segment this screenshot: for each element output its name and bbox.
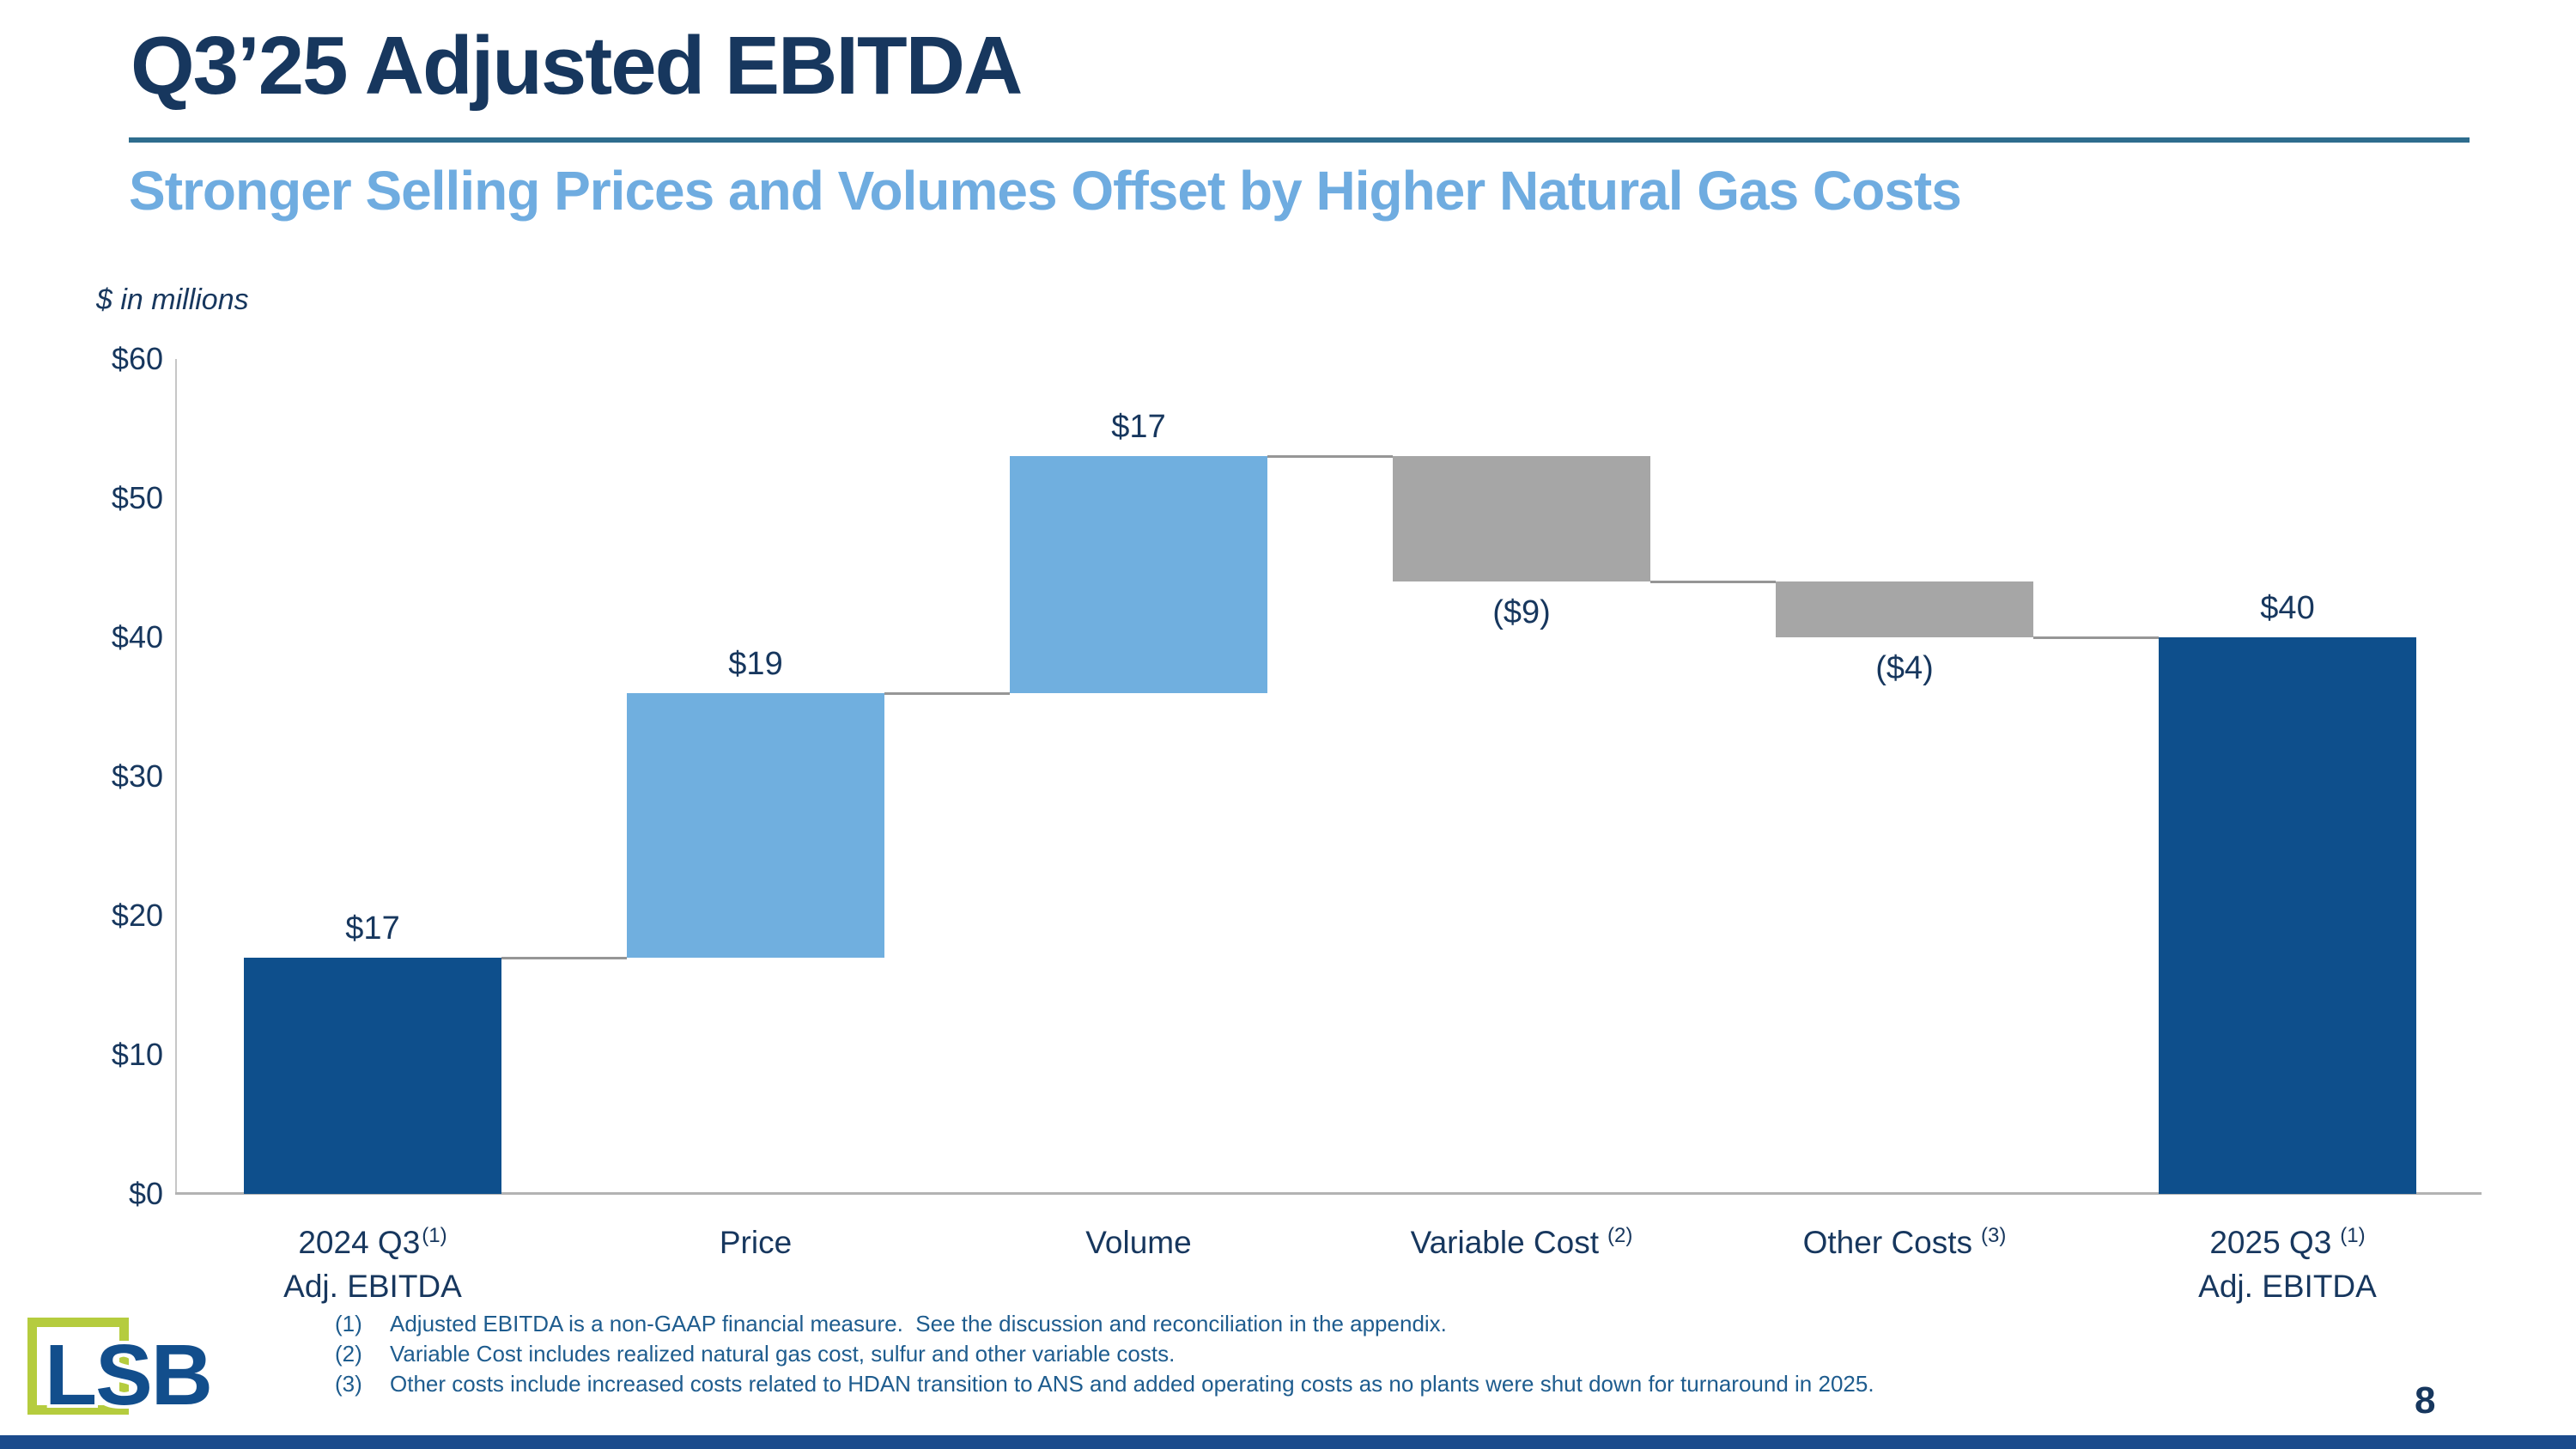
footnote-2: (2) Variable Cost includes realized natu… — [335, 1339, 2267, 1369]
title-divider — [129, 137, 2470, 143]
bar-other-costs — [1776, 581, 2033, 637]
footer-bar — [0, 1435, 2576, 1449]
x-axis-label-volume: Volume — [947, 1223, 1330, 1263]
bar-value-label: $17 — [1111, 409, 1166, 446]
y-axis-tick-label: $0 — [128, 1176, 163, 1211]
footnote-1-text: Adjusted EBITDA is a non-GAAP financial … — [390, 1311, 1447, 1336]
footnote-3: (3) Other costs include increased costs … — [335, 1369, 2267, 1399]
bar-value-label: $19 — [728, 645, 783, 682]
bar-2024-q3-adj-ebitda — [244, 957, 501, 1194]
x-axis-label-variable-cost: Variable Cost (2) — [1330, 1223, 1713, 1267]
y-axis-line — [175, 359, 177, 1194]
bar-value-label: $40 — [2260, 590, 2315, 626]
logo-text: LSB — [45, 1327, 213, 1423]
x-axis-label-line1: Price — [719, 1225, 793, 1260]
bar-2025-q3-adj-ebitda — [2159, 637, 2416, 1194]
x-axis-label-line1: Other Costs (3) — [1802, 1224, 2007, 1260]
footnote-marker: (1) — [422, 1224, 447, 1247]
x-axis-label-line1: Volume — [1085, 1225, 1192, 1260]
waterfall-connector — [1650, 581, 1776, 584]
footnote-1-number: (1) — [335, 1311, 362, 1336]
x-axis-label-line1: Variable Cost (2) — [1410, 1224, 1633, 1260]
x-axis-label-other-costs: Other Costs (3) — [1713, 1223, 2096, 1267]
x-axis-line — [175, 1192, 2482, 1195]
footnote-2-text: Variable Cost includes realized natural … — [390, 1341, 1176, 1367]
bar-volume — [1010, 456, 1267, 693]
footnote-3-text: Other costs include increased costs rela… — [390, 1371, 1874, 1397]
y-axis-tick-label: $30 — [111, 758, 163, 794]
bar-variable-cost — [1393, 456, 1650, 582]
waterfall-connector — [2033, 636, 2159, 639]
waterfall-connector — [501, 956, 627, 959]
slide-subtitle: Stronger Selling Prices and Volumes Offs… — [129, 160, 1962, 222]
units-note: $ in millions — [96, 283, 249, 316]
footnotes: (1) Adjusted EBITDA is a non-GAAP financ… — [335, 1309, 2267, 1399]
x-axis-label-line1: 2024 Q3(1) — [298, 1224, 447, 1260]
bar-value-label: $17 — [345, 910, 400, 947]
x-axis-label-line2: Adj. EBITDA — [283, 1269, 462, 1304]
footnote-marker: (1) — [2340, 1224, 2366, 1247]
x-axis-label-2025-q3-adj-ebitda: 2025 Q3 (1) Adj. EBITDA — [2096, 1223, 2479, 1306]
waterfall-connector — [1267, 455, 1393, 459]
y-axis-tick-label: $50 — [111, 480, 163, 515]
y-axis-tick-label: $60 — [111, 341, 163, 376]
footnote-marker: (2) — [1607, 1224, 1633, 1247]
page-title: Q3’25 Adjusted EBITDA — [131, 20, 1023, 112]
footnote-marker: (3) — [1981, 1224, 2007, 1247]
bar-price — [627, 692, 884, 958]
x-axis-label-price: Price — [564, 1223, 947, 1263]
x-axis-label-line2: Adj. EBITDA — [2198, 1269, 2377, 1304]
y-axis-tick-label: $40 — [111, 619, 163, 654]
page-number: 8 — [2415, 1379, 2436, 1422]
footnote-1: (1) Adjusted EBITDA is a non-GAAP financ… — [335, 1309, 2267, 1339]
bar-value-label: ($4) — [1875, 650, 1934, 686]
x-axis-label-2024-q3-adj-ebitda: 2024 Q3(1) Adj. EBITDA — [181, 1223, 564, 1306]
logo-green-square — [27, 1318, 129, 1415]
y-axis-tick-label: $20 — [111, 898, 163, 933]
waterfall-connector — [884, 691, 1010, 695]
x-axis-label-line1: 2025 Q3 (1) — [2209, 1224, 2366, 1260]
y-axis-tick-label: $10 — [111, 1037, 163, 1072]
footnote-2-number: (2) — [335, 1341, 362, 1367]
footnote-3-number: (3) — [335, 1371, 362, 1397]
bar-value-label: ($9) — [1492, 594, 1551, 631]
